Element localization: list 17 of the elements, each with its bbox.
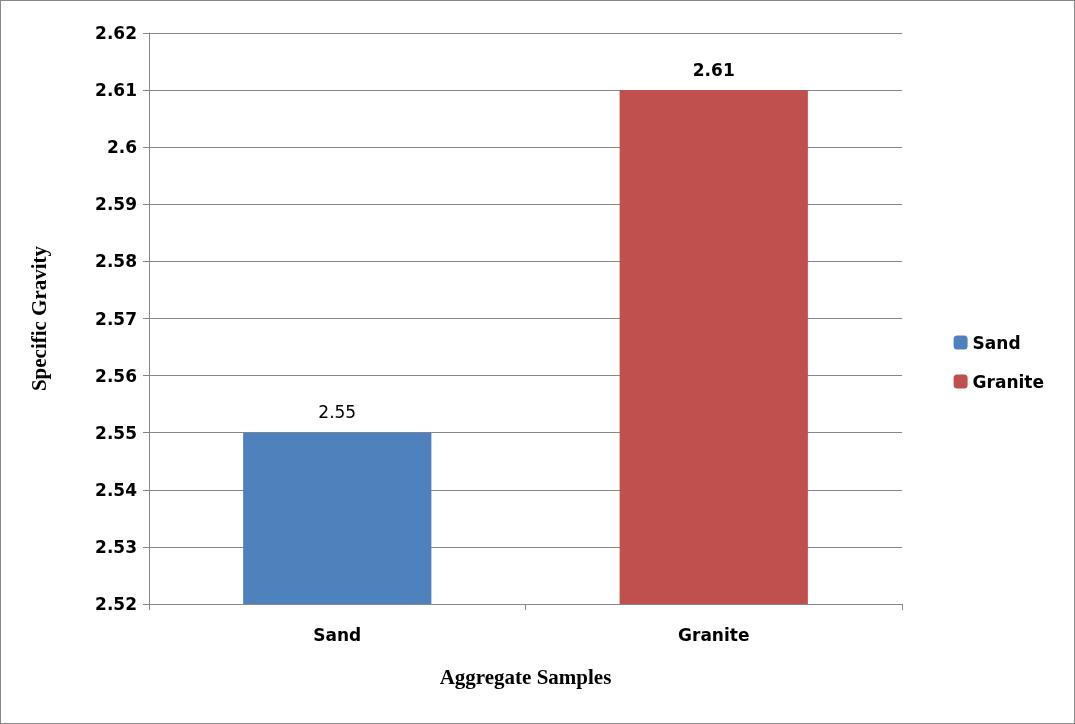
data-label: 2.61 xyxy=(692,59,735,80)
y-tick-label: 2.55 xyxy=(95,422,137,443)
x-axis-title: Aggregate Samples xyxy=(439,664,612,689)
y-tick-label: 2.59 xyxy=(95,194,137,215)
y-tick-label: 2.53 xyxy=(95,536,137,557)
y-tick-label: 2.62 xyxy=(95,23,137,43)
y-tick-label: 2.61 xyxy=(95,80,137,101)
y-tick-label: 2.54 xyxy=(95,479,138,500)
y-tick-label: 2.6 xyxy=(106,137,137,158)
y-axis-title: Specific Gravity xyxy=(26,245,51,392)
y-tick-label: 2.57 xyxy=(95,308,137,329)
data-label: 2.55 xyxy=(318,402,357,423)
y-tick-label: 2.58 xyxy=(95,251,137,272)
legend-label: Sand xyxy=(972,332,1021,353)
legend-label: Granite xyxy=(972,371,1045,392)
y-tick-label: 2.52 xyxy=(95,594,137,614)
y-tick-label: 2.56 xyxy=(95,365,137,386)
